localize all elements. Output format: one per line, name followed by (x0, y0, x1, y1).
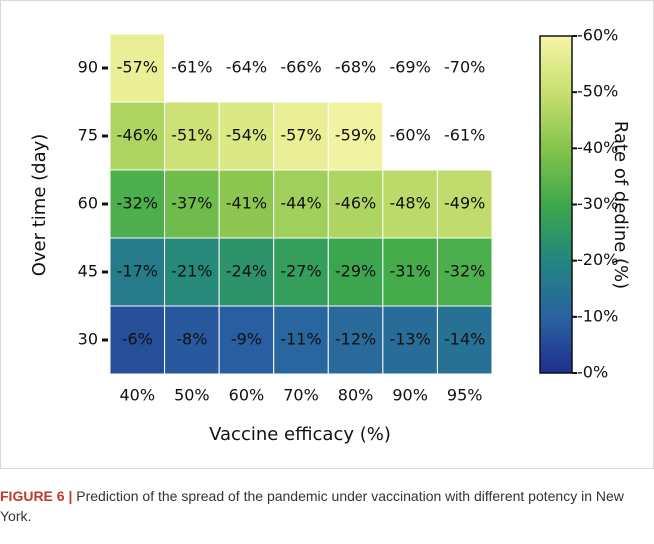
colorbar-tick-label: -50% (577, 82, 618, 101)
cell (382, 169, 438, 239)
colorbar-tick-label: -0% (577, 363, 608, 382)
cell (327, 101, 384, 171)
cell-label: -51% (171, 126, 212, 145)
y-tick-label: 90 (78, 58, 98, 77)
cell-label: -64% (226, 58, 267, 77)
cell (436, 305, 493, 375)
cell (164, 101, 220, 171)
x-tick-label: 60% (229, 386, 265, 405)
cell-label: -21% (171, 262, 212, 281)
cell-label: -68% (335, 58, 376, 77)
cell-label: -70% (444, 58, 485, 77)
cell-label: -32% (117, 194, 158, 213)
cell-label: -6% (122, 330, 153, 349)
x-tick-label: 80% (338, 386, 374, 405)
cell-label: -8% (176, 330, 207, 349)
colorbar-tick-label: -40% (577, 138, 618, 157)
cell-label: -29% (335, 262, 376, 281)
cell (109, 33, 166, 103)
cell (327, 305, 384, 375)
colorbar-tick-label: -10% (577, 306, 618, 325)
cell (327, 237, 384, 307)
x-tick-label: 90% (392, 386, 428, 405)
cell-label: -69% (389, 58, 430, 77)
caption-label: FIGURE 6 | (0, 488, 73, 504)
cell-label: -31% (389, 262, 430, 281)
x-tick-label: 95% (447, 386, 483, 405)
cell (436, 169, 493, 239)
cell-label: -59% (335, 126, 376, 145)
cell (327, 169, 384, 239)
cell-label: -48% (389, 194, 430, 213)
cell-label: -9% (231, 330, 262, 349)
cell (218, 305, 275, 375)
cell (164, 169, 220, 239)
cell (164, 237, 220, 307)
cell (273, 237, 329, 307)
cell (273, 169, 329, 239)
cell-label: -46% (117, 126, 158, 145)
x-axis-label: Vaccine efficacy (%) (209, 424, 391, 445)
cell-label: -61% (171, 58, 212, 77)
cell-label: -49% (444, 194, 485, 213)
cell (382, 237, 438, 307)
cell-label: -27% (280, 262, 321, 281)
cell-label: -13% (389, 330, 430, 349)
cell-label: -24% (226, 262, 267, 281)
colorbar (539, 35, 573, 374)
x-tick-label: 70% (283, 386, 319, 405)
colorbar-label: Rate of dedine (%) (610, 121, 631, 289)
cell-label: -61% (444, 126, 485, 145)
cell-label: -14% (444, 330, 485, 349)
x-tick-label: 40% (120, 386, 156, 405)
y-tick-label: 45 (78, 262, 98, 281)
cell-label: -41% (226, 194, 267, 213)
colorbar-tick-label: -30% (577, 194, 618, 213)
cell (273, 305, 329, 375)
y-axis-label: Over time (day) (29, 134, 50, 277)
cell-label: -57% (280, 126, 321, 145)
cell-label: -17% (117, 262, 158, 281)
cell-label: -66% (280, 58, 321, 77)
colorbar-tick-label: -60% (577, 26, 618, 45)
y-tick-label: 75 (78, 126, 98, 145)
y-tick-label: 30 (78, 330, 98, 349)
x-tick-label: 50% (174, 386, 210, 405)
colorbar-tick-label: -20% (577, 250, 618, 269)
cell (109, 169, 166, 239)
caption-text: Prediction of the spread of the pandemic… (0, 488, 624, 524)
cell (382, 305, 438, 375)
cell (218, 101, 275, 171)
cell-label: -54% (226, 126, 267, 145)
cell (218, 169, 275, 239)
cell-label: -11% (280, 330, 321, 349)
cell-label: -60% (389, 126, 430, 145)
cell-label: -37% (171, 194, 212, 213)
cell-label: -57% (117, 58, 158, 77)
caption: FIGURE 6 | Prediction of the spread of t… (0, 486, 640, 526)
cell (109, 305, 166, 375)
cell-label: -12% (335, 330, 376, 349)
chart: Vaccine efficacy (%) Over time (day) Rat… (0, 0, 654, 469)
y-tick-label: 60 (78, 194, 98, 213)
cell-label: -32% (444, 262, 485, 281)
cell-label: -46% (335, 194, 376, 213)
cell-label: -44% (280, 194, 321, 213)
